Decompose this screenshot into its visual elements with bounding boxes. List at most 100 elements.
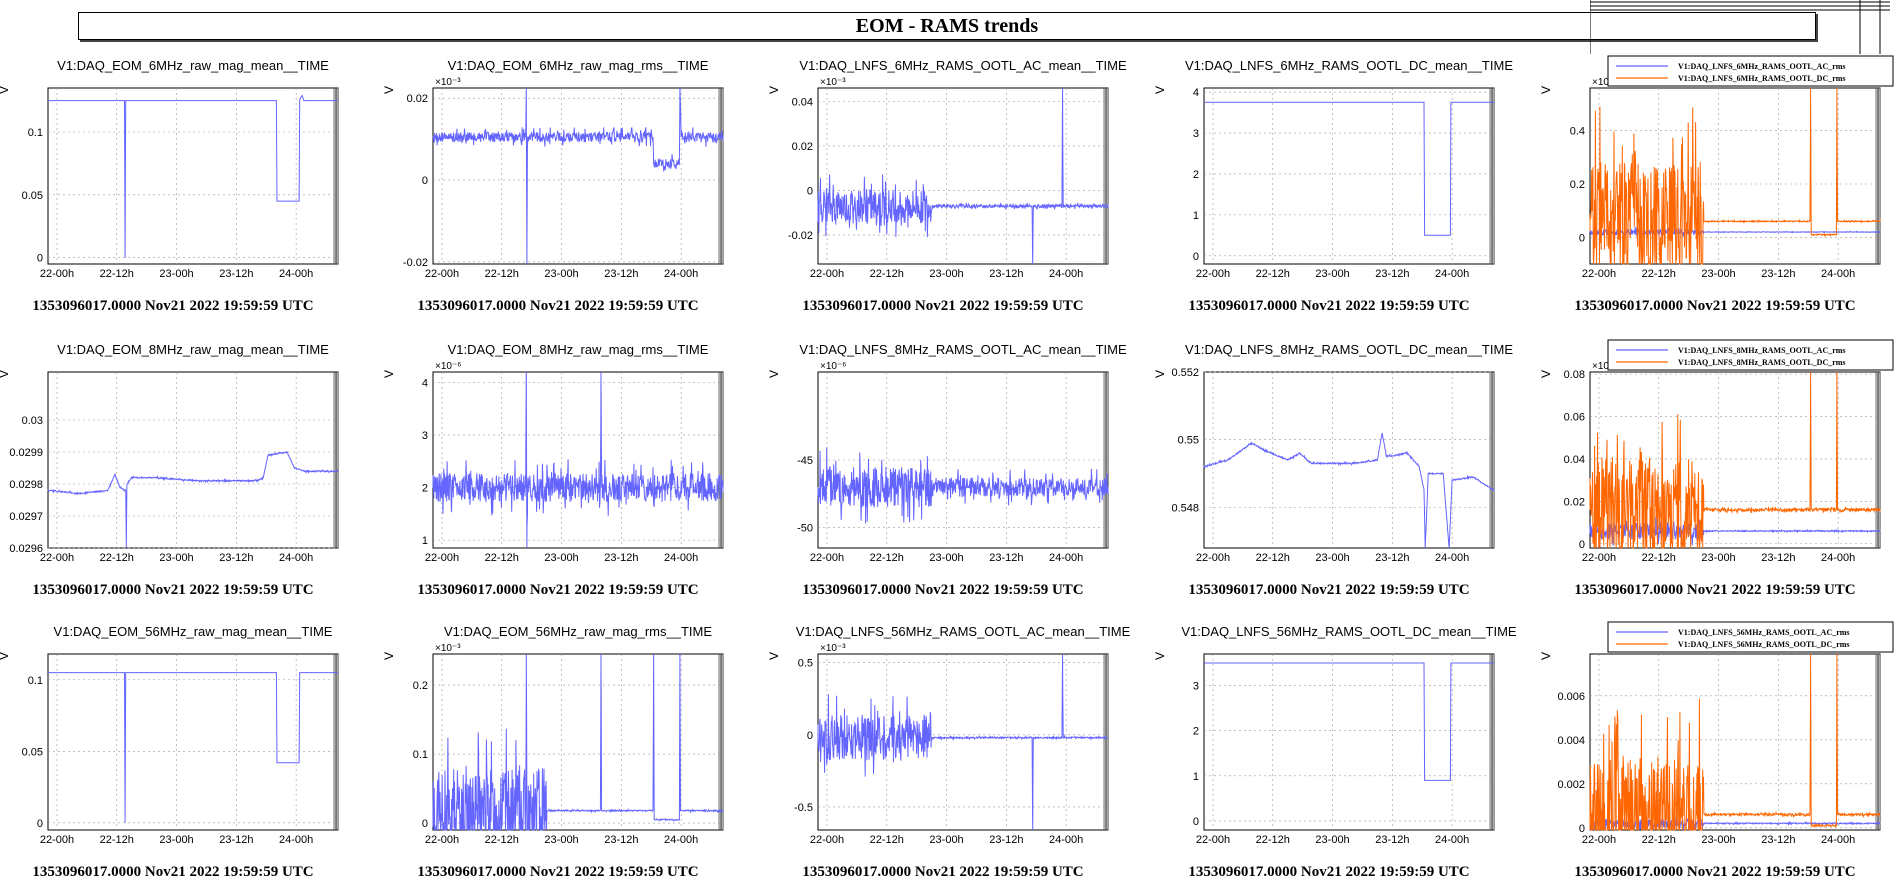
legend-box — [1607, 621, 1894, 653]
y-exponent: ×10⁻³ — [435, 643, 461, 654]
x-tick-label: 23-00h — [1315, 834, 1349, 846]
x-tick-label: 22-12h — [100, 552, 134, 564]
panel-title: V1:DAQ_LNFS_56MHz_RAMS_OOTL_DC_mean__TIM… — [1181, 624, 1517, 639]
y-tick-label: 0 — [37, 818, 43, 830]
x-tick-label: 22-00h — [1582, 552, 1616, 564]
y-tick-label: 0.002 — [1557, 779, 1585, 791]
y-tick-label: 0.0299 — [9, 447, 43, 459]
timestamp: 1353096017.0000 Nov21 2022 19:59:59 UTC — [417, 864, 698, 880]
y-tick-label: 0.1 — [28, 127, 43, 139]
panel-title: V1:DAQ_LNFS_8MHz_RAMS_OOTL_DC_mean__TIME — [1185, 342, 1513, 357]
panel-15: 22-00h 22-12h 23-00h 23-12h 24-00h 0 0.002 0.00… — [1539, 621, 1894, 880]
x-tick-label: 22-00h — [425, 268, 459, 280]
legend-entry: V1:DAQ_LNFS_6MHz_RAMS_OOTL_DC_rms — [1678, 74, 1846, 83]
timestamp: 1353096017.0000 Nov21 2022 19:59:59 UTC — [802, 298, 1083, 314]
y-tick-label: 2 — [1193, 726, 1199, 738]
y-axis-label: V — [1153, 370, 1167, 378]
y-axis-label: V — [767, 370, 781, 378]
series-line — [432, 653, 724, 831]
x-tick-label: 22-00h — [1196, 834, 1230, 846]
x-tick-label: 23-00h — [159, 552, 193, 564]
y-tick-label: 0.0298 — [9, 479, 43, 491]
legend-box — [1607, 55, 1894, 87]
series-line — [48, 672, 338, 823]
timestamp: 1353096017.0000 Nov21 2022 19:59:59 UTC — [417, 582, 698, 598]
x-tick-label: 23-00h — [1315, 268, 1349, 280]
x-tick-label: 23-12h — [1375, 834, 1409, 846]
y-tick-label: 0.004 — [1557, 735, 1585, 747]
series-line — [817, 653, 1109, 831]
x-tick-label: 24-00h — [1435, 268, 1469, 280]
y-tick-label: 0 — [1579, 539, 1585, 551]
series-line — [1589, 371, 1881, 550]
x-tick-label: 22-12h — [870, 552, 904, 564]
x-tick-label: 24-00h — [279, 834, 313, 846]
y-tick-label: 0.0296 — [9, 543, 43, 555]
panel-title: V1:DAQ_LNFS_8MHz_RAMS_OOTL_AC_mean__TIME — [799, 342, 1127, 357]
y-tick-label: 0 — [1579, 232, 1585, 244]
series-line — [1204, 662, 1494, 781]
y-axis-label: V — [1539, 370, 1553, 378]
y-tick-label: 4 — [422, 378, 428, 390]
panel-title: V1:DAQ_EOM_56MHz_raw_mag_rms__TIME — [444, 624, 712, 639]
panel-title: V1:DAQ_EOM_6MHz_raw_mag_rms__TIME — [448, 58, 709, 73]
panel-title: V1:DAQ_EOM_8MHz_raw_mag_rms__TIME — [448, 342, 709, 357]
x-tick-label: 22-00h — [1582, 268, 1616, 280]
x-tick-label: 22-00h — [1196, 552, 1230, 564]
y-tick-label: 0 — [807, 185, 813, 197]
timestamp: 1353096017.0000 Nov21 2022 19:59:59 UTC — [1574, 582, 1855, 598]
timestamp: 1353096017.0000 Nov21 2022 19:59:59 UTC — [1188, 582, 1469, 598]
x-tick-label: 24-00h — [1821, 552, 1855, 564]
panel-title: V1:DAQ_LNFS_6MHz_RAMS_OOTL_DC_mean__TIME — [1185, 58, 1513, 73]
y-axis-label: V — [1153, 86, 1167, 94]
timestamp: 1353096017.0000 Nov21 2022 19:59:59 UTC — [32, 582, 313, 598]
y-axis-label: V — [382, 652, 396, 660]
y-exponent: ×10⁻⁶ — [820, 361, 846, 372]
legend-entry: V1:DAQ_LNFS_56MHz_RAMS_OOTL_AC_rms — [1678, 628, 1850, 637]
plot-frame — [1203, 371, 1495, 549]
panel-13: 22-00h 22-12h 23-00h 23-12h 24-00h-0.500.5V1… — [767, 624, 1131, 880]
page-title: EOM - RAMS trends — [855, 15, 1039, 37]
x-tick-label: 24-00h — [1821, 268, 1855, 280]
x-tick-label: 23-12h — [1375, 552, 1409, 564]
timestamp: 1353096017.0000 Nov21 2022 19:59:59 UTC — [32, 864, 313, 880]
corner-decoration — [1590, 0, 1890, 54]
x-tick-label: 23-00h — [544, 834, 578, 846]
plot-frame — [47, 653, 339, 831]
x-tick-label: 23-12h — [989, 834, 1023, 846]
x-tick-label: 23-12h — [1375, 268, 1409, 280]
legend-entry: V1:DAQ_LNFS_8MHz_RAMS_OOTL_AC_rms — [1678, 346, 1846, 355]
plot-frame — [432, 87, 724, 265]
panel-title: V1:DAQ_LNFS_6MHz_RAMS_OOTL_AC_mean__TIME — [799, 58, 1127, 73]
y-tick-label: 3 — [422, 430, 428, 442]
x-tick-label: 23-00h — [544, 552, 578, 564]
y-tick-label: 3 — [1193, 128, 1199, 140]
x-tick-label: 24-00h — [664, 268, 698, 280]
x-tick-label: 24-00h — [279, 268, 313, 280]
x-tick-label: 22-00h — [40, 268, 74, 280]
panel-12: 22-00h 22-12h 23-00h 23-12h 24-00h 0 0.1 0.2 V1:… — [382, 624, 724, 880]
x-tick-label: 22-00h — [425, 552, 459, 564]
x-tick-label: 22-00h — [1196, 268, 1230, 280]
plot-frame — [432, 371, 724, 549]
y-exponent: ×10⁻³ — [435, 77, 461, 88]
x-tick-label: 24-00h — [1435, 834, 1469, 846]
y-tick-label: 0.04 — [792, 96, 813, 108]
legend-entry: V1:DAQ_LNFS_6MHz_RAMS_OOTL_AC_rms — [1678, 62, 1846, 71]
y-exponent: ×10⁻⁶ — [435, 361, 461, 372]
series-line — [432, 87, 724, 265]
x-tick-label: 22-12h — [1642, 834, 1676, 846]
y-tick-label: 0.548 — [1171, 502, 1199, 514]
y-tick-label: -45 — [797, 455, 813, 467]
y-tick-label: 1 — [422, 535, 428, 547]
y-tick-label: 0.03 — [22, 415, 43, 427]
x-tick-label: 23-12h — [1761, 268, 1795, 280]
y-axis-label: V — [767, 652, 781, 660]
panel-7: 22-00h 22-12h 23-00h 23-12h 24-00h 1 2 3 4 V1:DAQ… — [382, 342, 724, 598]
x-tick-label: 23-12h — [989, 552, 1023, 564]
x-tick-label: 23-00h — [544, 268, 578, 280]
y-axis-label: V — [1539, 86, 1553, 94]
y-exponent: ×10 — [1592, 361, 1609, 372]
y-tick-label: 0.02 — [407, 93, 428, 105]
y-exponent: ×10 — [1592, 77, 1609, 88]
